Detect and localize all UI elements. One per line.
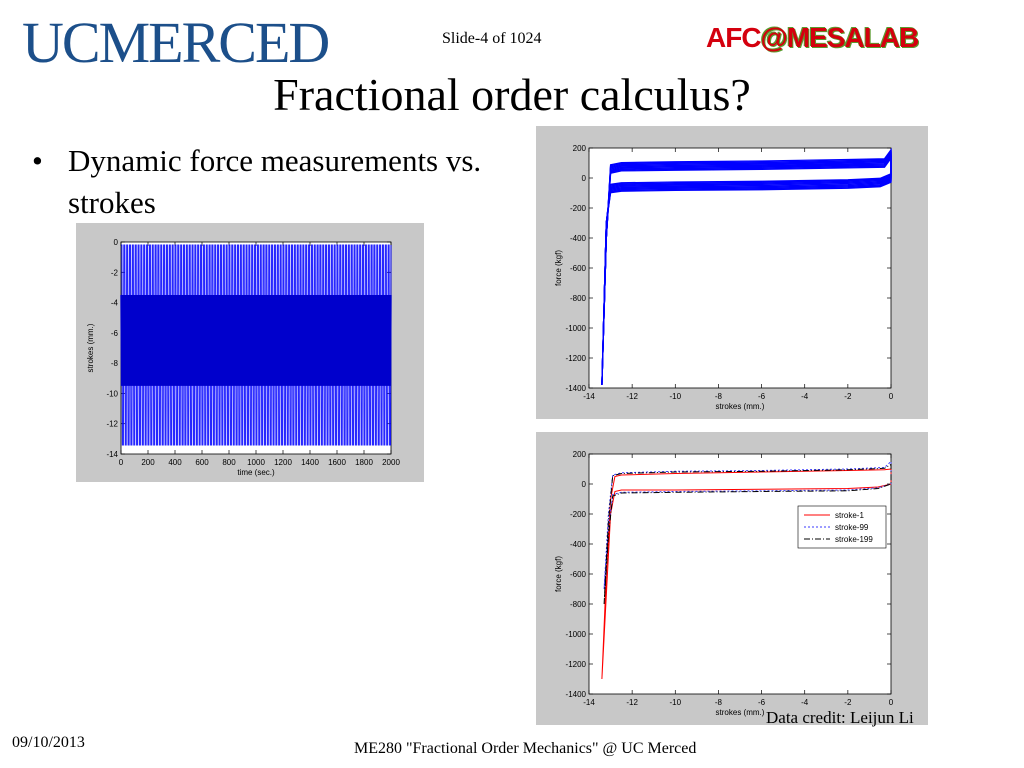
force-strokes-selected-chart: -14 -12 -10 -8 -6 -4 -2 0 200 0 -200 -400 -600 -800 -1… [536, 432, 928, 725]
y-axis-label: force (kgf) [554, 250, 563, 286]
footer-course: ME280 "Fractional Order Mechanics" @ UC … [354, 740, 697, 757]
y-tick-label: -6 [111, 329, 119, 338]
legend-label-stroke-199: stroke-199 [835, 535, 873, 544]
y-tick-label: 200 [573, 144, 587, 153]
strokes-time-plot: 0 200 400 600 800 1000 1200 1400 1600 1800 2000 0 -2… [86, 238, 400, 477]
x-tick-label: -6 [758, 392, 766, 401]
legend-label-stroke-1: stroke-1 [835, 511, 864, 520]
plot-area [588, 453, 892, 695]
x-tick-label: -12 [626, 698, 638, 707]
y-tick-label: -200 [570, 204, 587, 213]
x-tick-label: 200 [141, 458, 155, 467]
x-tick-label: -4 [801, 392, 809, 401]
y-tick-label: 0 [114, 238, 119, 247]
series-line-stroke-199 [603, 463, 892, 605]
uc-merced-logo: UCMERCED [22, 10, 330, 75]
x-tick-label: 1800 [355, 458, 373, 467]
x-tick-label: 2000 [382, 458, 400, 467]
x-tick-label: -2 [844, 698, 852, 707]
y-tick-label: -800 [570, 600, 587, 609]
slide-title: Fractional order calculus? [273, 69, 751, 120]
x-axis-label: strokes (mm.) [716, 402, 765, 411]
x-tick-label: -14 [583, 698, 595, 707]
y-tick-label: -1400 [566, 690, 587, 699]
y-tick-label: -1200 [566, 660, 587, 669]
y-tick-label: -4 [111, 299, 119, 308]
y-tick-label: -1200 [566, 354, 587, 363]
series-line-cycle [601, 147, 892, 386]
force-strokes-chart: -14 -12 -10 -8 -6 -4 -2 0 200 0 -200 -400 -600 -800 -1… [536, 126, 928, 419]
force-strokes-plot: -14 -12 -10 -8 -6 -4 -2 0 200 0 -200 -400 -600 -800 -1… [554, 144, 894, 411]
lab-logo: AFC@MESALAB [706, 22, 920, 54]
data-credit: Data credit: Leijun Li [766, 708, 914, 727]
x-tick-label: -8 [715, 698, 723, 707]
y-tick-label: -200 [570, 510, 587, 519]
x-axis-label: time (sec.) [237, 468, 275, 477]
y-tick-label: -2 [111, 268, 119, 277]
y-tick-label: -1000 [566, 324, 587, 333]
x-tick-label: -10 [670, 392, 682, 401]
lab-logo-afc: AFC [706, 22, 762, 53]
y-tick-label: -400 [570, 540, 587, 549]
x-tick-label: -6 [758, 698, 766, 707]
x-tick-label: -4 [801, 698, 809, 707]
y-tick-label: -1400 [566, 384, 587, 393]
x-tick-label: 1600 [328, 458, 346, 467]
y-tick-label: -600 [570, 264, 587, 273]
x-tick-label: 800 [222, 458, 236, 467]
y-tick-label: -800 [570, 294, 587, 303]
series-line-stroke-99 [603, 460, 892, 590]
y-tick-label: -8 [111, 359, 119, 368]
x-tick-label: 600 [195, 458, 209, 467]
x-tick-label: 1000 [247, 458, 265, 467]
x-axis-label: strokes (mm.) [716, 708, 765, 717]
x-tick-label: -12 [626, 392, 638, 401]
force-strokes-selected-plot: -14 -12 -10 -8 -6 -4 -2 0 200 0 -200 -400 -600 -800 -1… [554, 450, 894, 717]
slide-number: Slide-4 of 1024 [442, 30, 542, 47]
strokes-time-chart: 0 200 400 600 800 1000 1200 1400 1600 1800 2000 0 -2… [76, 223, 424, 482]
bullet-dot: • [32, 143, 43, 178]
y-tick-label: -14 [106, 450, 118, 459]
series-line-strokes-core [120, 294, 392, 386]
y-tick-label: 0 [582, 480, 587, 489]
x-tick-label: 400 [168, 458, 182, 467]
x-tick-label: 0 [889, 392, 894, 401]
footer-date: 09/10/2013 [12, 734, 85, 751]
x-tick-label: -10 [670, 698, 682, 707]
y-tick-label: 200 [573, 450, 587, 459]
legend-label-stroke-99: stroke-99 [835, 523, 869, 532]
lab-logo-mesa: @MESALAB [760, 22, 920, 53]
y-tick-label: -600 [570, 570, 587, 579]
x-tick-label: 1200 [274, 458, 292, 467]
series-line-strokes [121, 244, 392, 446]
y-tick-label: 0 [582, 174, 587, 183]
x-tick-label: -14 [583, 392, 595, 401]
bullet-text: Dynamic force measurements vs. strokes [68, 143, 482, 220]
y-tick-label: -1000 [566, 630, 587, 639]
y-axis-label: force (kgf) [554, 556, 563, 592]
y-tick-label: -10 [106, 389, 118, 398]
x-tick-label: 1400 [301, 458, 319, 467]
y-tick-label: -400 [570, 234, 587, 243]
x-tick-label: -8 [715, 392, 723, 401]
bullet-item: • Dynamic force measurements vs. strokes [32, 140, 502, 224]
x-tick-label: -2 [844, 392, 852, 401]
y-tick-label: -12 [106, 420, 118, 429]
x-tick-label: 0 [889, 698, 894, 707]
x-tick-label: 0 [119, 458, 124, 467]
y-axis-label: strokes (mm.) [86, 323, 95, 372]
